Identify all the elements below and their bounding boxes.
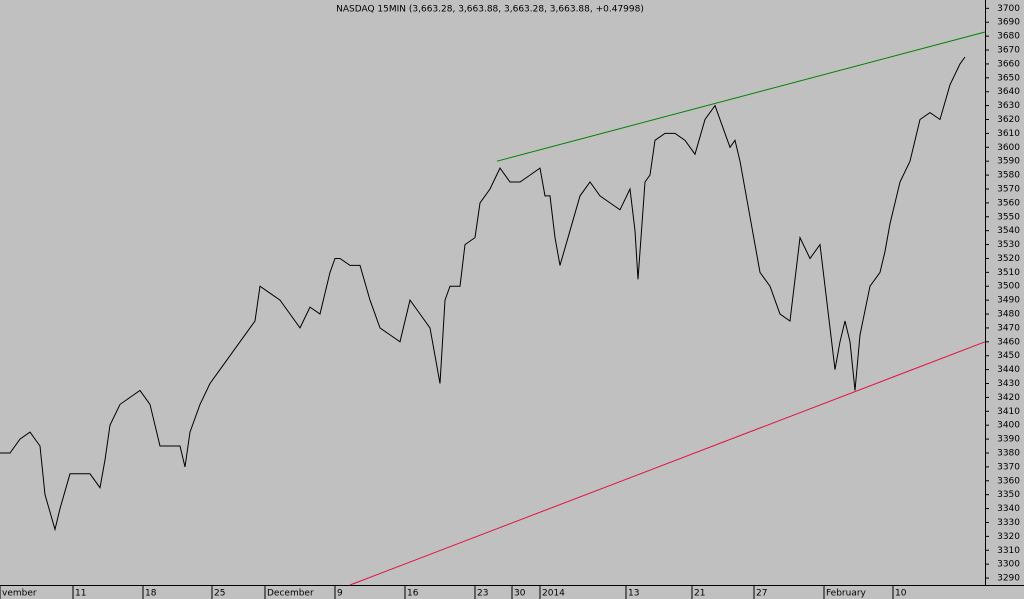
y-tick-label: 3360 bbox=[997, 476, 1020, 486]
y-tick-label: 3350 bbox=[997, 490, 1020, 500]
y-tick-label: 3650 bbox=[997, 73, 1020, 83]
y-tick-label: 3330 bbox=[997, 518, 1020, 528]
y-tick-label: 3540 bbox=[997, 226, 1020, 236]
x-tick-label: 9 bbox=[337, 589, 343, 599]
x-tick-label: 27 bbox=[756, 589, 767, 599]
y-tick-label: 3680 bbox=[997, 32, 1020, 42]
y-tick-label: 3530 bbox=[997, 240, 1020, 250]
y-tick-label: 3370 bbox=[997, 462, 1020, 472]
y-tick-label: 3470 bbox=[997, 323, 1020, 333]
x-tick-label: 13 bbox=[628, 589, 639, 599]
x-tick-label: 30 bbox=[514, 589, 526, 599]
y-tick-label: 3310 bbox=[997, 546, 1020, 556]
y-tick-label: 3550 bbox=[997, 212, 1020, 222]
y-tick-label: 3380 bbox=[997, 448, 1020, 458]
y-tick-label: 3400 bbox=[997, 421, 1020, 431]
y-tick-label: 3480 bbox=[997, 310, 1020, 320]
y-tick-label: 3640 bbox=[997, 87, 1020, 97]
x-tick-label: December bbox=[267, 589, 314, 599]
x-tick-label: February bbox=[826, 589, 867, 599]
chart-title: NASDAQ 15MIN (3,663.28, 3,663.88, 3,663.… bbox=[336, 5, 644, 15]
y-tick-label: 3600 bbox=[997, 143, 1020, 153]
x-tick-label: 16 bbox=[407, 589, 419, 599]
y-tick-label: 3610 bbox=[997, 129, 1020, 139]
y-tick-label: 3300 bbox=[997, 560, 1020, 570]
x-tick-label: 21 bbox=[694, 589, 705, 599]
y-tick-label: 3390 bbox=[997, 435, 1020, 445]
x-tick-label: vember bbox=[2, 589, 37, 599]
x-tick-label: 23 bbox=[477, 589, 488, 599]
y-tick-label: 3450 bbox=[997, 351, 1020, 361]
y-tick-label: 3560 bbox=[997, 198, 1020, 208]
trend-line bbox=[496, 31, 986, 162]
y-tick-label: 3700 bbox=[997, 4, 1020, 14]
trend-line bbox=[349, 341, 986, 586]
price-line bbox=[0, 56, 966, 532]
y-tick-label: 3570 bbox=[997, 184, 1020, 194]
x-tick-label: 10 bbox=[895, 589, 907, 599]
y-tick-label: 3410 bbox=[997, 407, 1020, 417]
y-tick-label: 3460 bbox=[997, 337, 1020, 347]
y-tick-label: 3420 bbox=[997, 393, 1020, 403]
y-tick-label: 3630 bbox=[997, 101, 1020, 111]
x-tick-label: 11 bbox=[75, 589, 86, 599]
x-tick-label: 2014 bbox=[542, 589, 565, 599]
y-tick-label: 3340 bbox=[997, 504, 1020, 514]
y-tick-label: 3440 bbox=[997, 365, 1020, 375]
y-tick-label: 3320 bbox=[997, 532, 1020, 542]
y-tick-label: 3590 bbox=[997, 157, 1020, 167]
y-tick-label: 3690 bbox=[997, 18, 1020, 28]
y-tick-label: 3500 bbox=[997, 282, 1020, 292]
x-tick-label: 18 bbox=[145, 589, 157, 599]
y-tick-label: 3660 bbox=[997, 59, 1020, 69]
y-tick-label: 3520 bbox=[997, 254, 1020, 264]
x-tick-label: 25 bbox=[214, 589, 225, 599]
y-tick-label: 3510 bbox=[997, 268, 1020, 278]
y-tick-label: 3290 bbox=[997, 574, 1020, 584]
y-tick-label: 3620 bbox=[997, 115, 1020, 125]
y-tick-label: 3430 bbox=[997, 379, 1020, 389]
y-tick-label: 3490 bbox=[997, 296, 1020, 306]
y-tick-label: 3580 bbox=[997, 171, 1020, 181]
y-tick-label: 3670 bbox=[997, 46, 1020, 56]
